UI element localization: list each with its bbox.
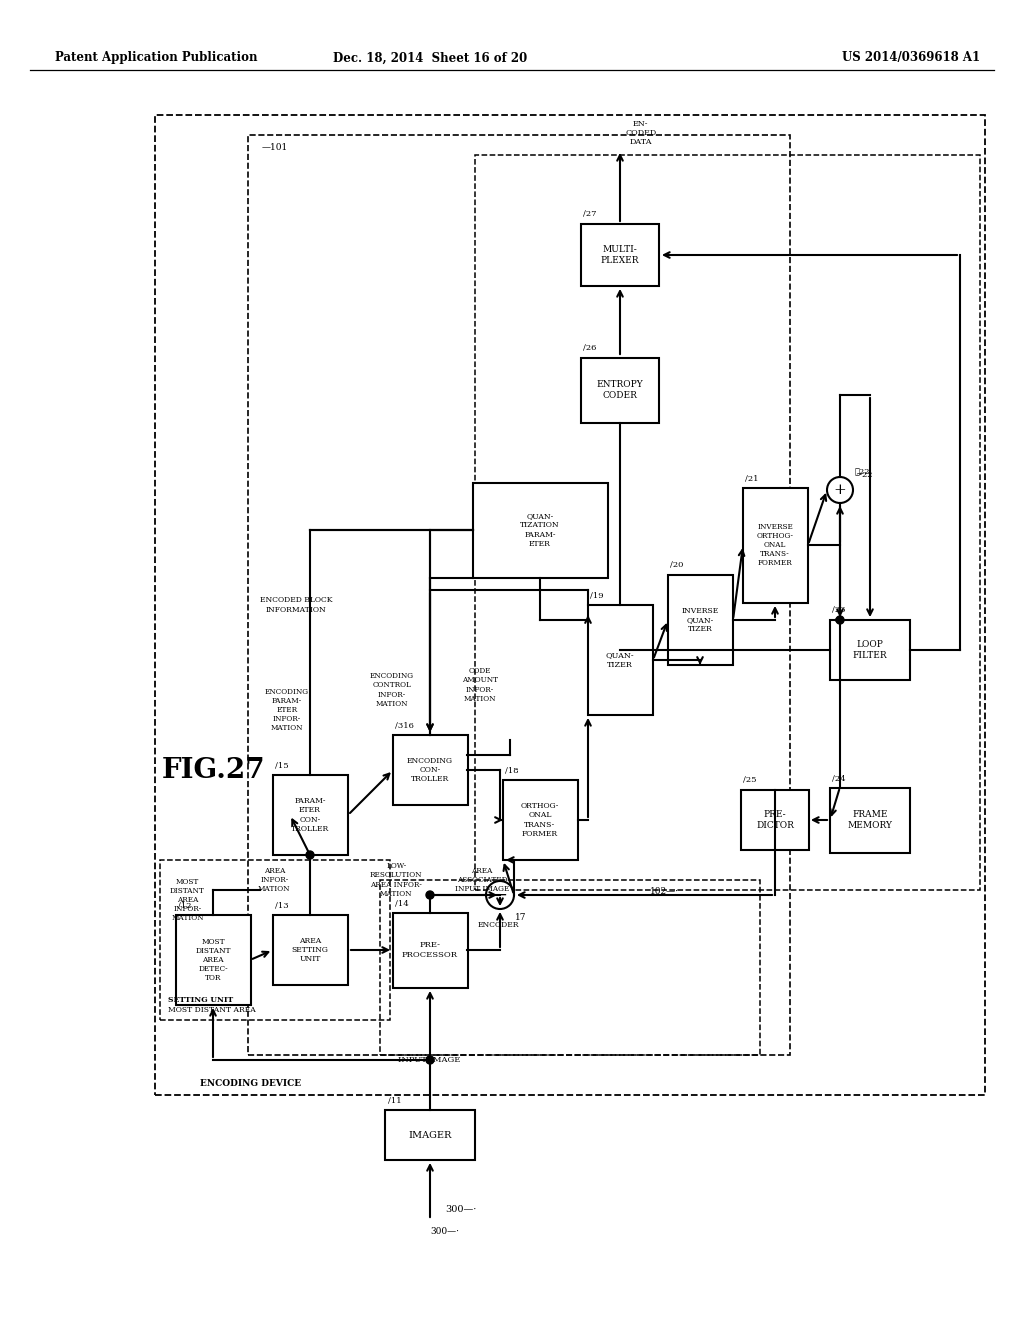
Text: ∕13: ∕13	[275, 902, 289, 909]
Text: LOOP
FILTER: LOOP FILTER	[853, 640, 888, 660]
Text: 300—·: 300—·	[430, 1228, 459, 1237]
Bar	[385, 1110, 475, 1160]
Text: −: −	[494, 887, 507, 903]
Text: QUAN-
TIZATION
PARAM-
ETER: QUAN- TIZATION PARAM- ETER	[520, 512, 560, 548]
Bar	[581, 358, 659, 422]
Text: SETTING UNIT: SETTING UNIT	[168, 997, 233, 1005]
Text: ∕19: ∕19	[590, 591, 603, 599]
Text: 17: 17	[515, 912, 526, 921]
Text: FIG.27: FIG.27	[162, 756, 265, 784]
Text: PARAM-
ETER
CON-
TROLLER: PARAM- ETER CON- TROLLER	[291, 797, 329, 833]
Text: ∕21: ∕21	[745, 474, 759, 482]
Text: ∕12: ∕12	[178, 902, 191, 909]
Bar	[830, 620, 910, 680]
Bar	[742, 487, 808, 602]
Text: ∕24: ∕24	[831, 774, 846, 781]
Text: MOST
DISTANT
AREA
DETEC-
TOR: MOST DISTANT AREA DETEC- TOR	[196, 937, 230, 982]
Text: —101: —101	[262, 144, 288, 153]
Text: PRE-
PROCESSOR: PRE- PROCESSOR	[402, 941, 458, 958]
Bar	[392, 735, 468, 805]
Text: IMAGER: IMAGER	[409, 1130, 452, 1139]
Bar	[155, 115, 985, 1096]
Text: AREA
SETTING
UNIT: AREA SETTING UNIT	[292, 937, 329, 964]
Text: ∕25: ∕25	[743, 776, 757, 784]
Text: INVERSE
QUAN-
TIZER: INVERSE QUAN- TIZER	[681, 607, 719, 634]
Text: ENCODED BLOCK
INFORMATION: ENCODED BLOCK INFORMATION	[260, 597, 333, 614]
Bar	[272, 915, 347, 985]
Bar	[475, 154, 980, 890]
Bar	[741, 789, 809, 850]
Bar	[581, 224, 659, 286]
Text: AREA
INFOR-
MATION: AREA INFOR- MATION	[258, 867, 291, 894]
Text: US 2014/0369618 A1: US 2014/0369618 A1	[842, 51, 980, 65]
Text: ENCODING
CON-
TROLLER: ENCODING CON- TROLLER	[407, 756, 453, 783]
Circle shape	[306, 851, 314, 859]
Text: ENCODER: ENCODER	[478, 921, 519, 929]
Text: ORTHOG-
ONAL
TRANS-
FORMER: ORTHOG- ONAL TRANS- FORMER	[521, 803, 559, 838]
Bar	[160, 861, 390, 1020]
Bar	[175, 915, 251, 1005]
Text: LOW-
RESOLUTION
AREA INFOR-
MATION: LOW- RESOLUTION AREA INFOR- MATION	[370, 862, 423, 898]
Bar	[503, 780, 578, 861]
Bar	[272, 775, 347, 855]
Text: ENCODING
CONTROL
INFOR-
MATION: ENCODING CONTROL INFOR- MATION	[370, 672, 414, 708]
Circle shape	[426, 891, 434, 899]
Circle shape	[426, 1056, 434, 1064]
Text: ∕26: ∕26	[583, 345, 596, 352]
Text: ∕18: ∕18	[505, 766, 518, 774]
Text: Dec. 18, 2014  Sheet 16 of 20: Dec. 18, 2014 Sheet 16 of 20	[333, 51, 527, 65]
Bar	[380, 880, 760, 1055]
Text: INVERSE
ORTHOG-
ONAL
TRANS-
FORMER: INVERSE ORTHOG- ONAL TRANS- FORMER	[757, 523, 794, 568]
Circle shape	[486, 880, 514, 909]
Bar	[588, 605, 652, 715]
Text: ENCODING DEVICE: ENCODING DEVICE	[200, 1078, 301, 1088]
Text: MOST DISTANT AREA: MOST DISTANT AREA	[168, 1006, 256, 1014]
Bar	[830, 788, 910, 853]
Text: ∕27: ∕27	[583, 210, 597, 218]
Text: CODE
AMOUNT
INFOR-
MATION: CODE AMOUNT INFOR- MATION	[462, 667, 498, 702]
Text: ENTROPY
CODER: ENTROPY CODER	[597, 380, 643, 400]
Text: ∕14: ∕14	[395, 899, 409, 907]
Text: +: +	[834, 483, 847, 498]
Text: PRE-
DICTOR: PRE- DICTOR	[756, 810, 794, 830]
Text: FRAME
MEMORY: FRAME MEMORY	[848, 810, 893, 830]
Text: ENCODING
PARAM-
ETER
INFOR-
MATION: ENCODING PARAM- ETER INFOR- MATION	[265, 688, 309, 733]
Text: ~22: ~22	[855, 471, 872, 479]
Text: ∲22: ∲22	[855, 469, 870, 477]
Text: INPUT IMAGE: INPUT IMAGE	[398, 1056, 461, 1064]
Text: MOST
DISTANT
AREA
INFOR-
MATION: MOST DISTANT AREA INFOR- MATION	[170, 878, 205, 923]
Text: ∕11: ∕11	[388, 1096, 401, 1104]
Bar	[248, 135, 790, 1055]
Text: EN-
CODED
DATA: EN- CODED DATA	[625, 120, 656, 147]
Text: QUAN-
TIZER: QUAN- TIZER	[605, 651, 634, 669]
Circle shape	[827, 477, 853, 503]
Text: ∕23: ∕23	[831, 606, 846, 614]
Circle shape	[836, 616, 844, 624]
Text: 300—·: 300—·	[445, 1205, 476, 1214]
Text: MULTI-
PLEXER: MULTI- PLEXER	[601, 246, 639, 265]
Bar	[472, 483, 607, 578]
Text: 102—·: 102—·	[650, 887, 679, 896]
Bar	[392, 912, 468, 987]
Text: ∕15: ∕15	[275, 762, 289, 770]
Text: ∕316: ∕316	[395, 721, 414, 729]
Bar	[668, 576, 732, 665]
Text: ∕20: ∕20	[670, 561, 683, 569]
Text: AREA
ASSOCIATED
INPUT IMAGE: AREA ASSOCIATED INPUT IMAGE	[455, 867, 509, 894]
Text: Patent Application Publication: Patent Application Publication	[55, 51, 257, 65]
